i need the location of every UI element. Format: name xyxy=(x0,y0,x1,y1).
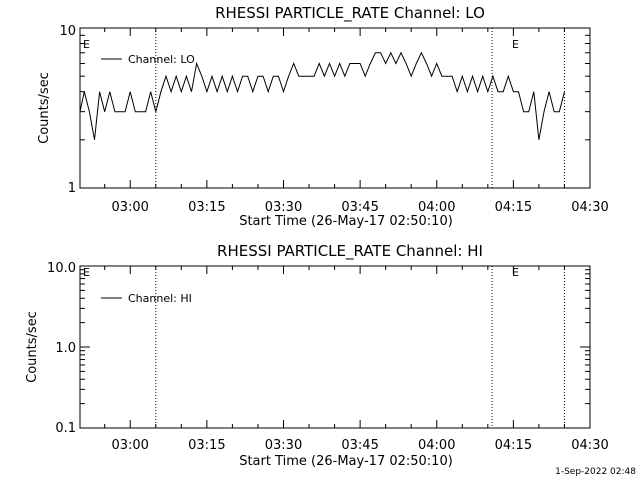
x-tick-label-lo: 03:15 xyxy=(188,200,225,215)
x-tick-label-hi: 04:15 xyxy=(495,438,532,453)
x-tick-label-lo: 04:30 xyxy=(571,200,608,215)
chart-title-lo: RHESSI PARTICLE_RATE Channel: LO xyxy=(215,4,485,23)
x-tick-label-hi: 03:15 xyxy=(188,438,225,453)
x-axis-label-hi: Start Time (26-May-17 02:50:10) xyxy=(239,454,453,469)
y-tick-label-lo-10: 10 xyxy=(59,24,76,39)
legend-label-hi: Channel: HI xyxy=(128,292,192,305)
y-axis-label-lo: Counts/sec xyxy=(37,72,52,144)
x-tick-label-lo: 03:30 xyxy=(265,200,302,215)
annotation-e-lo-left: E xyxy=(83,38,90,51)
series-line-lo xyxy=(79,51,565,140)
x-tick-label-lo: 03:00 xyxy=(111,200,148,215)
x-tick-label-lo: 03:45 xyxy=(341,200,378,215)
footer-timestamp: 1-Sep-2022 02:48 xyxy=(555,467,636,477)
x-tick-label-hi: 04:00 xyxy=(418,438,455,453)
x-tick-label-lo: 04:00 xyxy=(418,200,455,215)
y-tick-label-lo-1: 1 xyxy=(68,181,76,196)
x-tick-label-lo: 04:15 xyxy=(495,200,532,215)
x-axis-label-lo: Start Time (26-May-17 02:50:10) xyxy=(239,214,453,229)
annotation-e-hi-left: E xyxy=(83,266,90,279)
x-tick-label-hi: 03:30 xyxy=(265,438,302,453)
x-tick-label-hi: 03:45 xyxy=(341,438,378,453)
y-axis-label-hi: Counts/sec xyxy=(25,311,40,383)
x-tick-label-hi: 03:00 xyxy=(111,438,148,453)
y-tick-label-hi-1-0: 1.0 xyxy=(55,341,76,356)
x-tick-label-hi: 04:30 xyxy=(571,438,608,453)
y-tick-label-hi-10-0: 10.0 xyxy=(47,261,76,276)
chart-lo: RHESSI PARTICLE_RATE Channel: LO Counts/… xyxy=(37,4,609,229)
plot-frame-hi xyxy=(79,265,591,429)
legend-label-lo: Channel: LO xyxy=(128,53,195,66)
chart-hi: RHESSI PARTICLE_RATE Channel: HI Counts/… xyxy=(25,242,609,469)
annotation-e-lo-right: E xyxy=(512,38,519,51)
y-tick-label-hi-0-1: 0.1 xyxy=(55,421,76,436)
annotation-e-hi-right: E xyxy=(512,266,519,279)
chart-title-hi: RHESSI PARTICLE_RATE Channel: HI xyxy=(217,242,483,261)
